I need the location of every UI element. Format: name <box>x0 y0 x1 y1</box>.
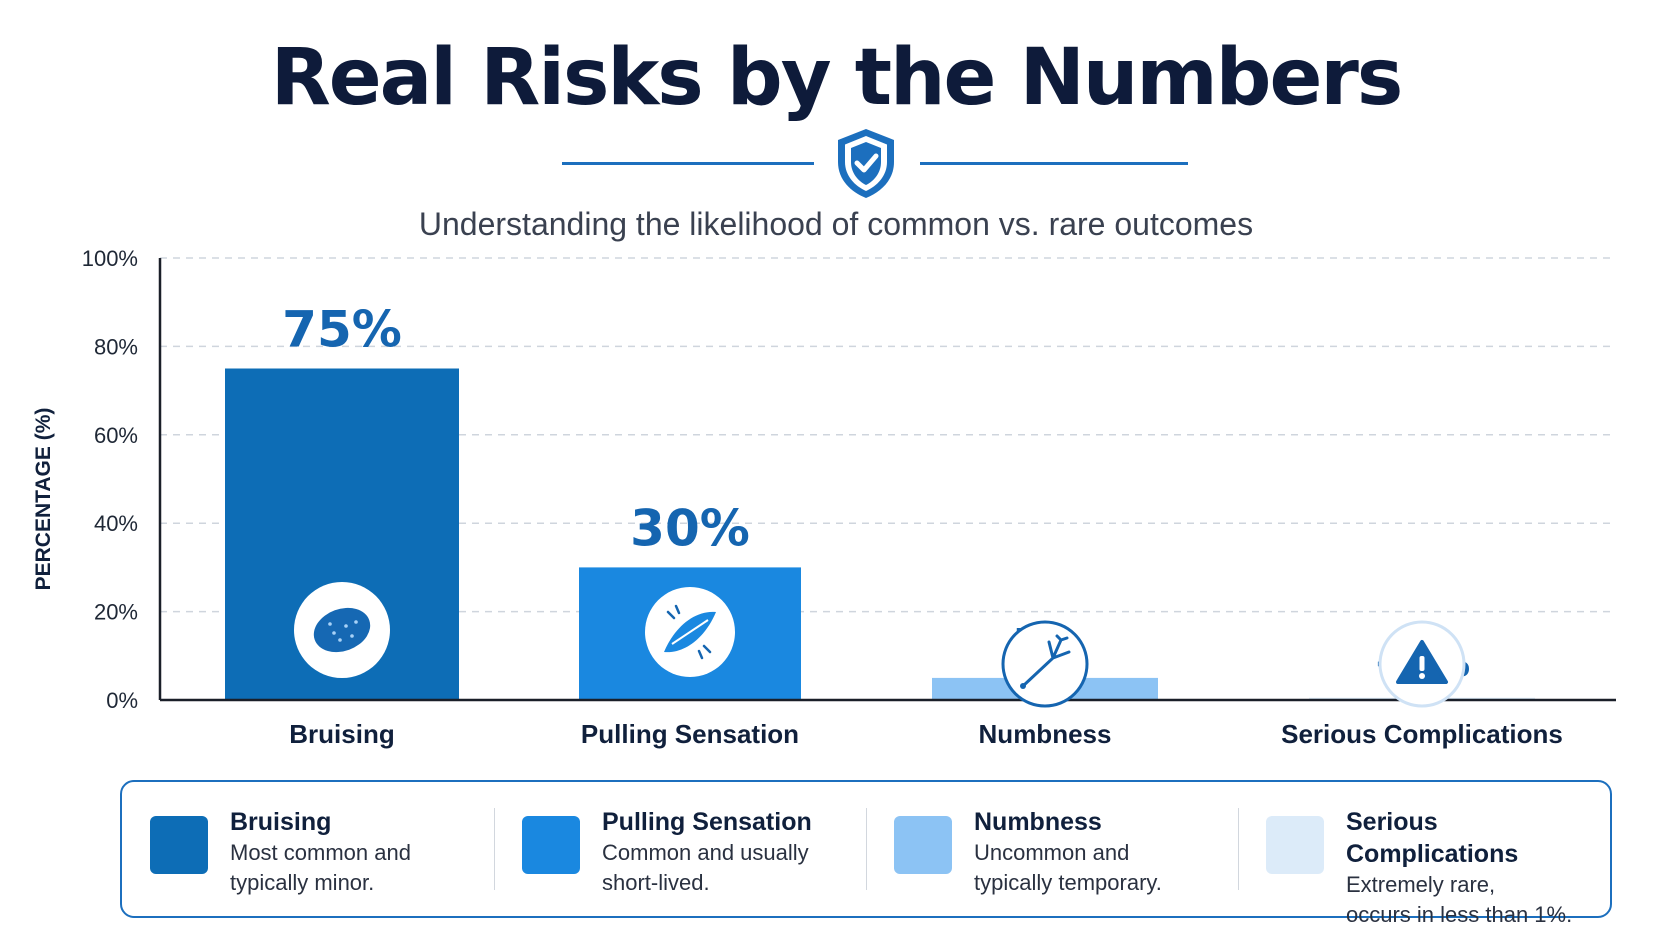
legend-item-pulling-sensation: Pulling Sensation Common and usually sho… <box>494 782 866 916</box>
legend-desc: Extremely rare, occurs in less than 1%. <box>1346 872 1573 927</box>
y-axis-label: PERCENTAGE (%) <box>32 408 55 591</box>
bar-chart: 0% 20% 40% 60% 80% 100% PERCENTAGE (%) 75% Bruis… <box>32 246 1616 749</box>
y-tick-label: 60% <box>94 423 138 448</box>
page-title: Real Risks by the Numbers <box>270 33 1404 123</box>
y-tick-label: 20% <box>94 600 138 625</box>
legend-desc: Most common and typically minor. <box>230 840 411 895</box>
bruise-icon <box>294 582 390 678</box>
legend-desc: Common and usually short-lived. <box>602 840 809 895</box>
data-label: 75% <box>282 301 402 359</box>
y-tick-label: 80% <box>94 334 138 359</box>
y-tick-label: 100% <box>82 246 138 271</box>
data-label: 30% <box>630 499 750 557</box>
legend-name: Pulling Sensation <box>602 808 812 836</box>
nerve-icon <box>1001 620 1089 708</box>
warning-icon <box>1378 620 1466 708</box>
legend-desc: Uncommon and typically temporary. <box>974 840 1162 895</box>
legend-swatch <box>894 816 952 874</box>
x-tick-label: Bruising <box>289 719 394 749</box>
subtitle: Understanding the likelihood of common v… <box>418 206 1254 242</box>
legend-item-serious-complications: Serious Complications Extremely rare, oc… <box>1238 782 1610 927</box>
legend-swatch <box>1266 816 1324 874</box>
title-divider-right <box>920 162 1188 165</box>
x-tick-label: Serious Complications <box>1281 719 1563 749</box>
muscle-icon <box>645 587 735 677</box>
shield-check-icon <box>838 129 894 198</box>
legend-name: Bruising <box>230 808 332 836</box>
y-tick-label: 0% <box>106 688 138 713</box>
legend-swatch <box>150 816 208 874</box>
legend-item-numbness: Numbness Uncommon and typically temporar… <box>866 782 1238 916</box>
legend-item-bruising: Bruising Most common and typically minor… <box>122 782 494 916</box>
legend-name: Numbness <box>974 808 1102 836</box>
legend-name: Serious Complications <box>1346 808 1519 868</box>
x-tick-label: Pulling Sensation <box>581 719 799 749</box>
y-tick-label: 40% <box>94 511 138 536</box>
legend-swatch <box>522 816 580 874</box>
legend: Bruising Most common and typically minor… <box>120 780 1612 927</box>
title-divider-left <box>562 162 814 165</box>
x-tick-label: Numbness <box>979 719 1112 749</box>
